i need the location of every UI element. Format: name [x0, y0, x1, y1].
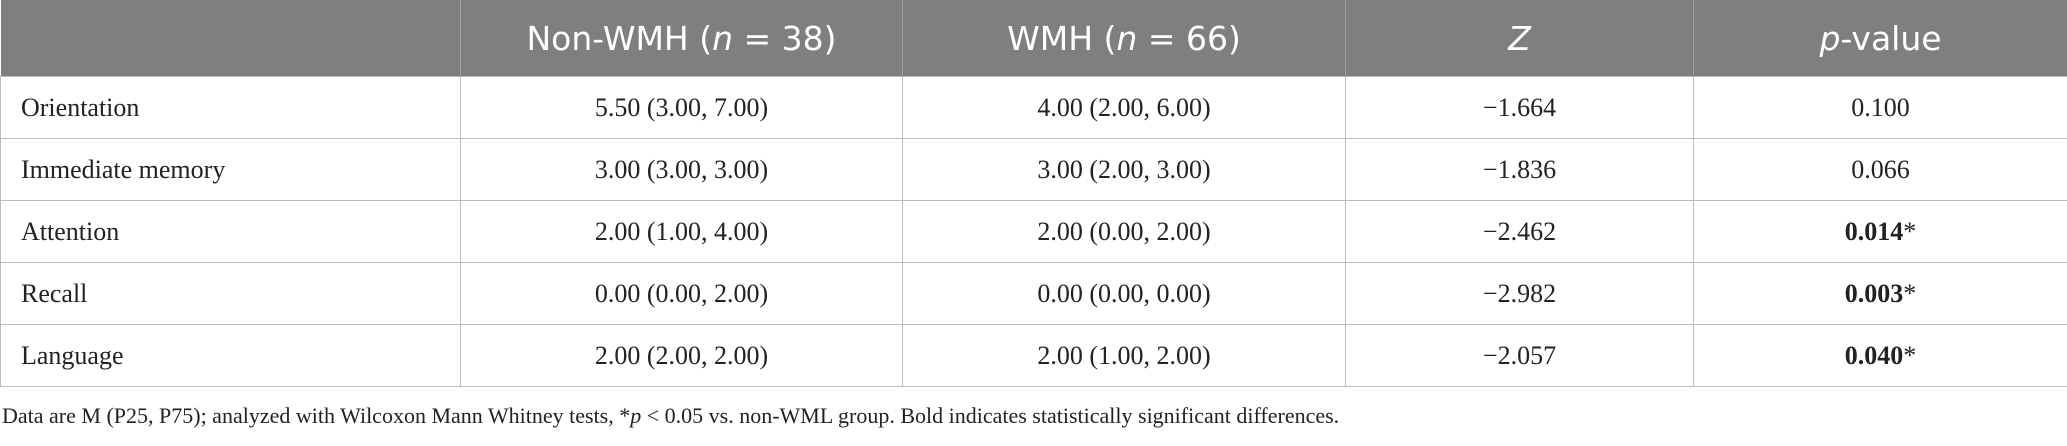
text-part: n — [1116, 18, 1138, 58]
data-cell: 0.00 (0.00, 0.00) — [902, 262, 1346, 325]
text-part: Orientation — [21, 92, 140, 122]
text-part: 2.00 (2.00, 2.00) — [594, 340, 769, 370]
text-part: Z — [1508, 18, 1531, 58]
text-part: 2.00 (0.00, 2.00) — [1037, 216, 1211, 246]
data-cell: 2.00 (0.00, 2.00) — [902, 200, 1346, 263]
table-row: Immediate memory 3.00 (3.00, 3.00) 3.00 (2… — [0, 138, 2067, 201]
row-label: Orientation — [0, 76, 461, 139]
data-cell: 3.00 (2.00, 3.00) — [902, 138, 1346, 201]
text-part: p — [630, 403, 642, 428]
data-cell: 0.00 (0.00, 2.00) — [460, 262, 903, 325]
data-cell: 2.00 (1.00, 2.00) — [902, 324, 1346, 387]
text-part: Data are M (P25, P75); analyzed with Wil… — [2, 403, 631, 428]
text-part: 0.014 — [1844, 216, 1904, 246]
text-part: −1.836 — [1482, 154, 1557, 184]
text-part: −2.057 — [1482, 340, 1557, 370]
text-part: 0.003 — [1844, 278, 1904, 308]
table-row: Attention 2.00 (1.00, 4.00) 2.00 (0.00, 2.… — [0, 200, 2067, 263]
text-part: * — [1903, 278, 1917, 308]
data-cell: 0.040* — [1693, 324, 2067, 387]
data-cell: −1.836 — [1345, 138, 1694, 201]
text-part: Attention — [21, 216, 120, 246]
data-cell: −2.462 — [1345, 200, 1694, 263]
data-cell: 2.00 (2.00, 2.00) — [460, 324, 903, 387]
table-row: Language 2.00 (2.00, 2.00) 2.00 (1.00, 2.0… — [0, 324, 2067, 387]
text-part: 2.00 (1.00, 2.00) — [1037, 340, 1211, 370]
data-cell: 0.014* — [1693, 200, 2067, 263]
text-part: Recall — [21, 278, 88, 308]
text-part: Language — [21, 340, 124, 370]
text-part: 4.00 (2.00, 6.00) — [1037, 92, 1211, 122]
table-row: Recall 0.00 (0.00, 2.00) 0.00 (0.00, 0.00)… — [0, 262, 2067, 325]
text-part: < 0.05 vs. non-WML group. Bold indicates… — [641, 403, 1340, 428]
data-cell: 0.100 — [1693, 76, 2067, 139]
text-part: −1.664 — [1482, 92, 1557, 122]
data-cell: −2.057 — [1345, 324, 1694, 387]
data-cell: −1.664 — [1345, 76, 1694, 139]
data-cell: 0.003* — [1693, 262, 2067, 325]
text-part: p — [1819, 18, 1841, 58]
header-cell: WMH (n = 66) — [902, 0, 1346, 77]
text-part: 3.00 (3.00, 3.00) — [594, 154, 769, 184]
data-cell: 3.00 (3.00, 3.00) — [460, 138, 903, 201]
text-part: n — [712, 18, 734, 58]
data-cell: 5.50 (3.00, 7.00) — [460, 76, 903, 139]
data-cell: 4.00 (2.00, 6.00) — [902, 76, 1346, 139]
data-cell: 0.066 — [1693, 138, 2067, 201]
row-label: Immediate memory — [0, 138, 461, 201]
text-part: −2.462 — [1482, 216, 1557, 246]
data-cell: 2.00 (1.00, 4.00) — [460, 200, 903, 263]
text-part: = 38) — [733, 18, 837, 58]
text-part: * — [1903, 216, 1917, 246]
text-part: = 66) — [1137, 18, 1241, 58]
text-part: WMH ( — [1007, 18, 1117, 58]
text-part: 3.00 (2.00, 3.00) — [1037, 154, 1211, 184]
header-cell: p-value — [1693, 0, 2067, 77]
table-body: Orientation 5.50 (3.00, 7.00) 4.00 (2.00, … — [0, 76, 2067, 387]
text-part: 0.00 (0.00, 2.00) — [594, 278, 769, 308]
text-part: -value — [1840, 18, 1942, 58]
row-label: Recall — [0, 262, 461, 325]
table-row: Orientation 5.50 (3.00, 7.00) 4.00 (2.00, … — [0, 76, 2067, 139]
header-cell — [0, 0, 461, 77]
text-part: * — [1903, 340, 1917, 370]
header-cell: Z — [1345, 0, 1694, 77]
text-part: 0.00 (0.00, 0.00) — [1037, 278, 1211, 308]
text-part: 0.066 — [1851, 154, 1910, 184]
data-cell: −2.982 — [1345, 262, 1694, 325]
footnote: Data are M (P25, P75); analyzed with Wil… — [0, 403, 2067, 429]
text-part: Immediate memory — [21, 154, 226, 184]
row-label: Attention — [0, 200, 461, 263]
text-part: 5.50 (3.00, 7.00) — [594, 92, 769, 122]
text-part: −2.982 — [1482, 278, 1557, 308]
text-part: 0.040 — [1844, 340, 1904, 370]
row-label: Language — [0, 324, 461, 387]
header-cell: Non-WMH (n = 38) — [460, 0, 903, 77]
text-part: Non-WMH ( — [526, 18, 713, 58]
text-part: 2.00 (1.00, 4.00) — [594, 216, 769, 246]
text-part: 0.100 — [1851, 92, 1910, 122]
